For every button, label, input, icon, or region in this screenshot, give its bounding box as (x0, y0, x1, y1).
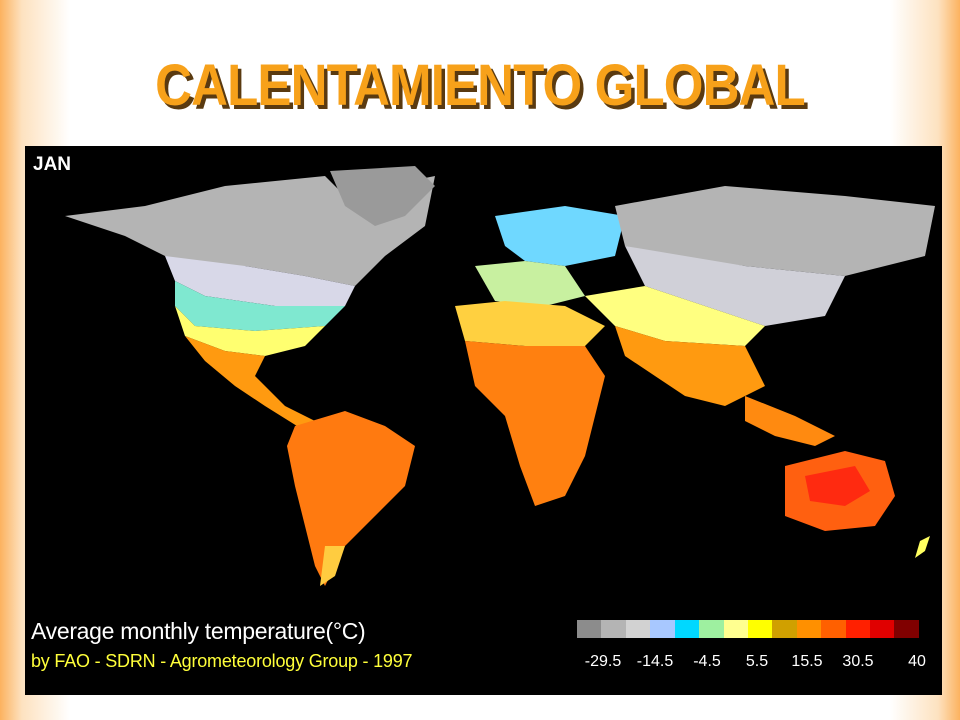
greenland (330, 166, 435, 226)
legend-credit: by FAO - SDRN - Agrometeorology Group - … (31, 651, 413, 671)
asia-arctic (615, 186, 935, 276)
africa (465, 341, 605, 506)
scale-swatch (821, 620, 846, 638)
europe-cold (495, 206, 625, 266)
south-america (287, 411, 415, 586)
central-america (185, 336, 315, 431)
scale-swatch (625, 620, 651, 638)
scale-label: -4.5 (693, 653, 721, 670)
africa-north (455, 301, 605, 346)
europe-mild (475, 261, 585, 306)
scale-swatch (845, 620, 871, 638)
month-label: JAN (33, 154, 72, 175)
slide-title: CALENTAMIENTO GLOBAL (155, 53, 806, 118)
north-america-mid (175, 281, 345, 331)
new-zealand (915, 536, 930, 558)
scale-swatch (601, 620, 626, 638)
scale-label: 5.5 (745, 653, 769, 670)
asia-mid (585, 286, 765, 346)
scale-label: -29.5 (584, 653, 622, 670)
temperature-scale-bar (577, 620, 919, 638)
scale-swatch (772, 620, 797, 638)
asia-cold (625, 246, 845, 326)
temperature-map: JAN Average monthly temperature(°C) by F… (25, 146, 942, 695)
scale-swatch (674, 620, 700, 638)
asia-south (615, 326, 765, 406)
temperature-scale-labels: -29.5 -14.5 -4.5 5.5 15.5 30.5 40 (565, 653, 926, 675)
scale-swatch (870, 620, 895, 638)
scale-swatch (796, 620, 822, 638)
south-america-south (320, 546, 345, 586)
scale-label: 15.5 (791, 653, 823, 670)
scale-swatch (650, 620, 675, 638)
scale-swatch (747, 620, 773, 638)
scale-label: -14.5 (636, 653, 674, 670)
north-america-warm (175, 306, 325, 356)
world-map-image (65, 166, 935, 586)
scale-swatch (577, 620, 602, 638)
scale-label: 40 (908, 653, 926, 670)
north-america-cold (165, 256, 355, 306)
scale-swatch (699, 620, 724, 638)
scale-label: 30.5 (842, 653, 874, 670)
legend-title: Average monthly temperature(°C) (31, 618, 366, 644)
scale-swatch (723, 620, 748, 638)
southeast-asia (745, 396, 835, 446)
north-america-arctic (65, 176, 435, 286)
australia-interior (805, 466, 870, 506)
scale-swatch (894, 620, 919, 638)
